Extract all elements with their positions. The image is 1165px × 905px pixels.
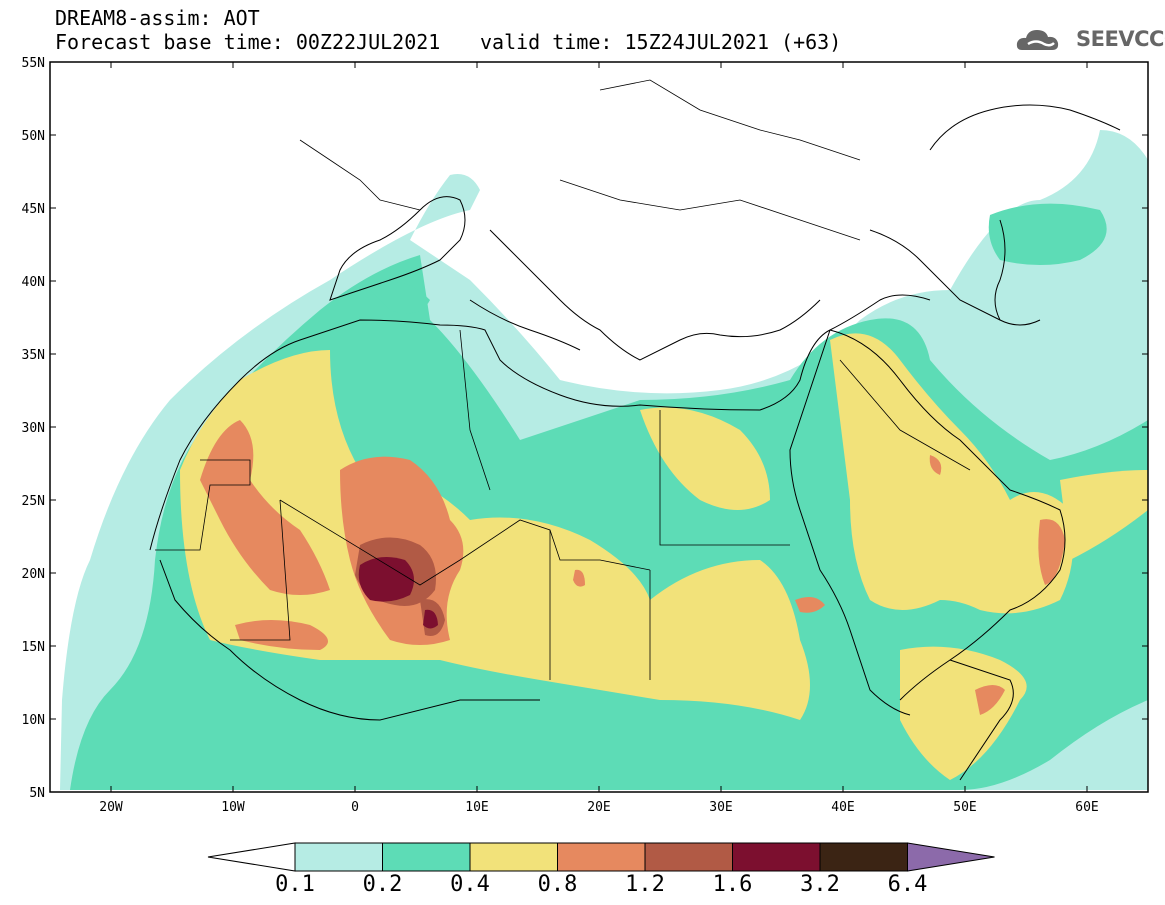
lon-tick-label: 30E xyxy=(709,800,732,815)
colorbar-segment xyxy=(644,842,733,872)
lon-tick-label: 20W xyxy=(99,800,123,815)
lat-tick-label: 15N xyxy=(22,640,45,655)
lon-tick-label: 10W xyxy=(221,800,245,815)
lat-tick-label: 20N xyxy=(22,567,45,582)
lat-tick-label: 10N xyxy=(22,713,45,728)
colorbar-segment xyxy=(557,842,646,872)
colorbar-segment xyxy=(294,842,383,872)
lat-tick-label: 50N xyxy=(22,129,45,144)
colorbar xyxy=(207,842,995,872)
coastlines xyxy=(149,104,1121,781)
latitude-axis: 55N 50N 45N 40N 35N 30N 25N 20N 15N 10N 5N xyxy=(22,56,1148,801)
colorbar-level-label: 0.1 xyxy=(275,872,315,897)
lat-tick-label: 25N xyxy=(22,494,45,509)
logo-text: SEEVCCC xyxy=(1076,27,1165,51)
colorbar-level-label: 6.4 xyxy=(887,872,928,897)
cloud-logo-icon xyxy=(1016,30,1059,50)
lat-tick-label: 55N xyxy=(22,56,45,71)
lon-tick-label: 50E xyxy=(953,800,976,815)
lon-tick-label: 40E xyxy=(831,800,854,815)
valid-time: valid time: 15Z24JUL2021 (+63) xyxy=(480,30,842,54)
colorbar-level-label: 1.6 xyxy=(712,872,753,897)
map-title: DREAM8-assim: AOT xyxy=(55,6,260,30)
longitude-axis: 20W 10W 0 10E 20E 30E 40E 50E 60E xyxy=(99,62,1099,815)
colorbar-level-label: 0.4 xyxy=(450,872,490,897)
colorbar-level-label: 0.8 xyxy=(537,872,578,897)
lon-tick-label: 0 xyxy=(351,800,359,815)
colorbar-segment xyxy=(382,842,471,872)
lat-tick-label: 5N xyxy=(29,786,45,801)
lat-tick-label: 45N xyxy=(22,202,45,217)
colorbar-segment xyxy=(469,842,558,872)
lon-tick-label: 20E xyxy=(587,800,610,815)
colorbar-level-label: 0.2 xyxy=(362,872,403,897)
colorbar-min-arrow xyxy=(207,842,296,872)
lat-tick-label: 35N xyxy=(22,348,45,363)
colorbar-level-label: 3.2 xyxy=(800,872,840,897)
forecast-base-time: Forecast base time: 00Z22JUL2021 xyxy=(55,30,441,54)
lon-tick-label: 10E xyxy=(465,800,488,815)
colorbar-segment xyxy=(819,842,908,872)
lat-tick-label: 30N xyxy=(22,421,45,436)
lon-tick-label: 60E xyxy=(1075,800,1098,815)
colorbar-segment xyxy=(732,842,821,872)
lat-tick-label: 40N xyxy=(22,275,45,290)
colorbar-level-label: 1.2 xyxy=(625,872,665,897)
colorbar-max-arrow xyxy=(907,842,995,872)
country-borders xyxy=(155,79,971,680)
